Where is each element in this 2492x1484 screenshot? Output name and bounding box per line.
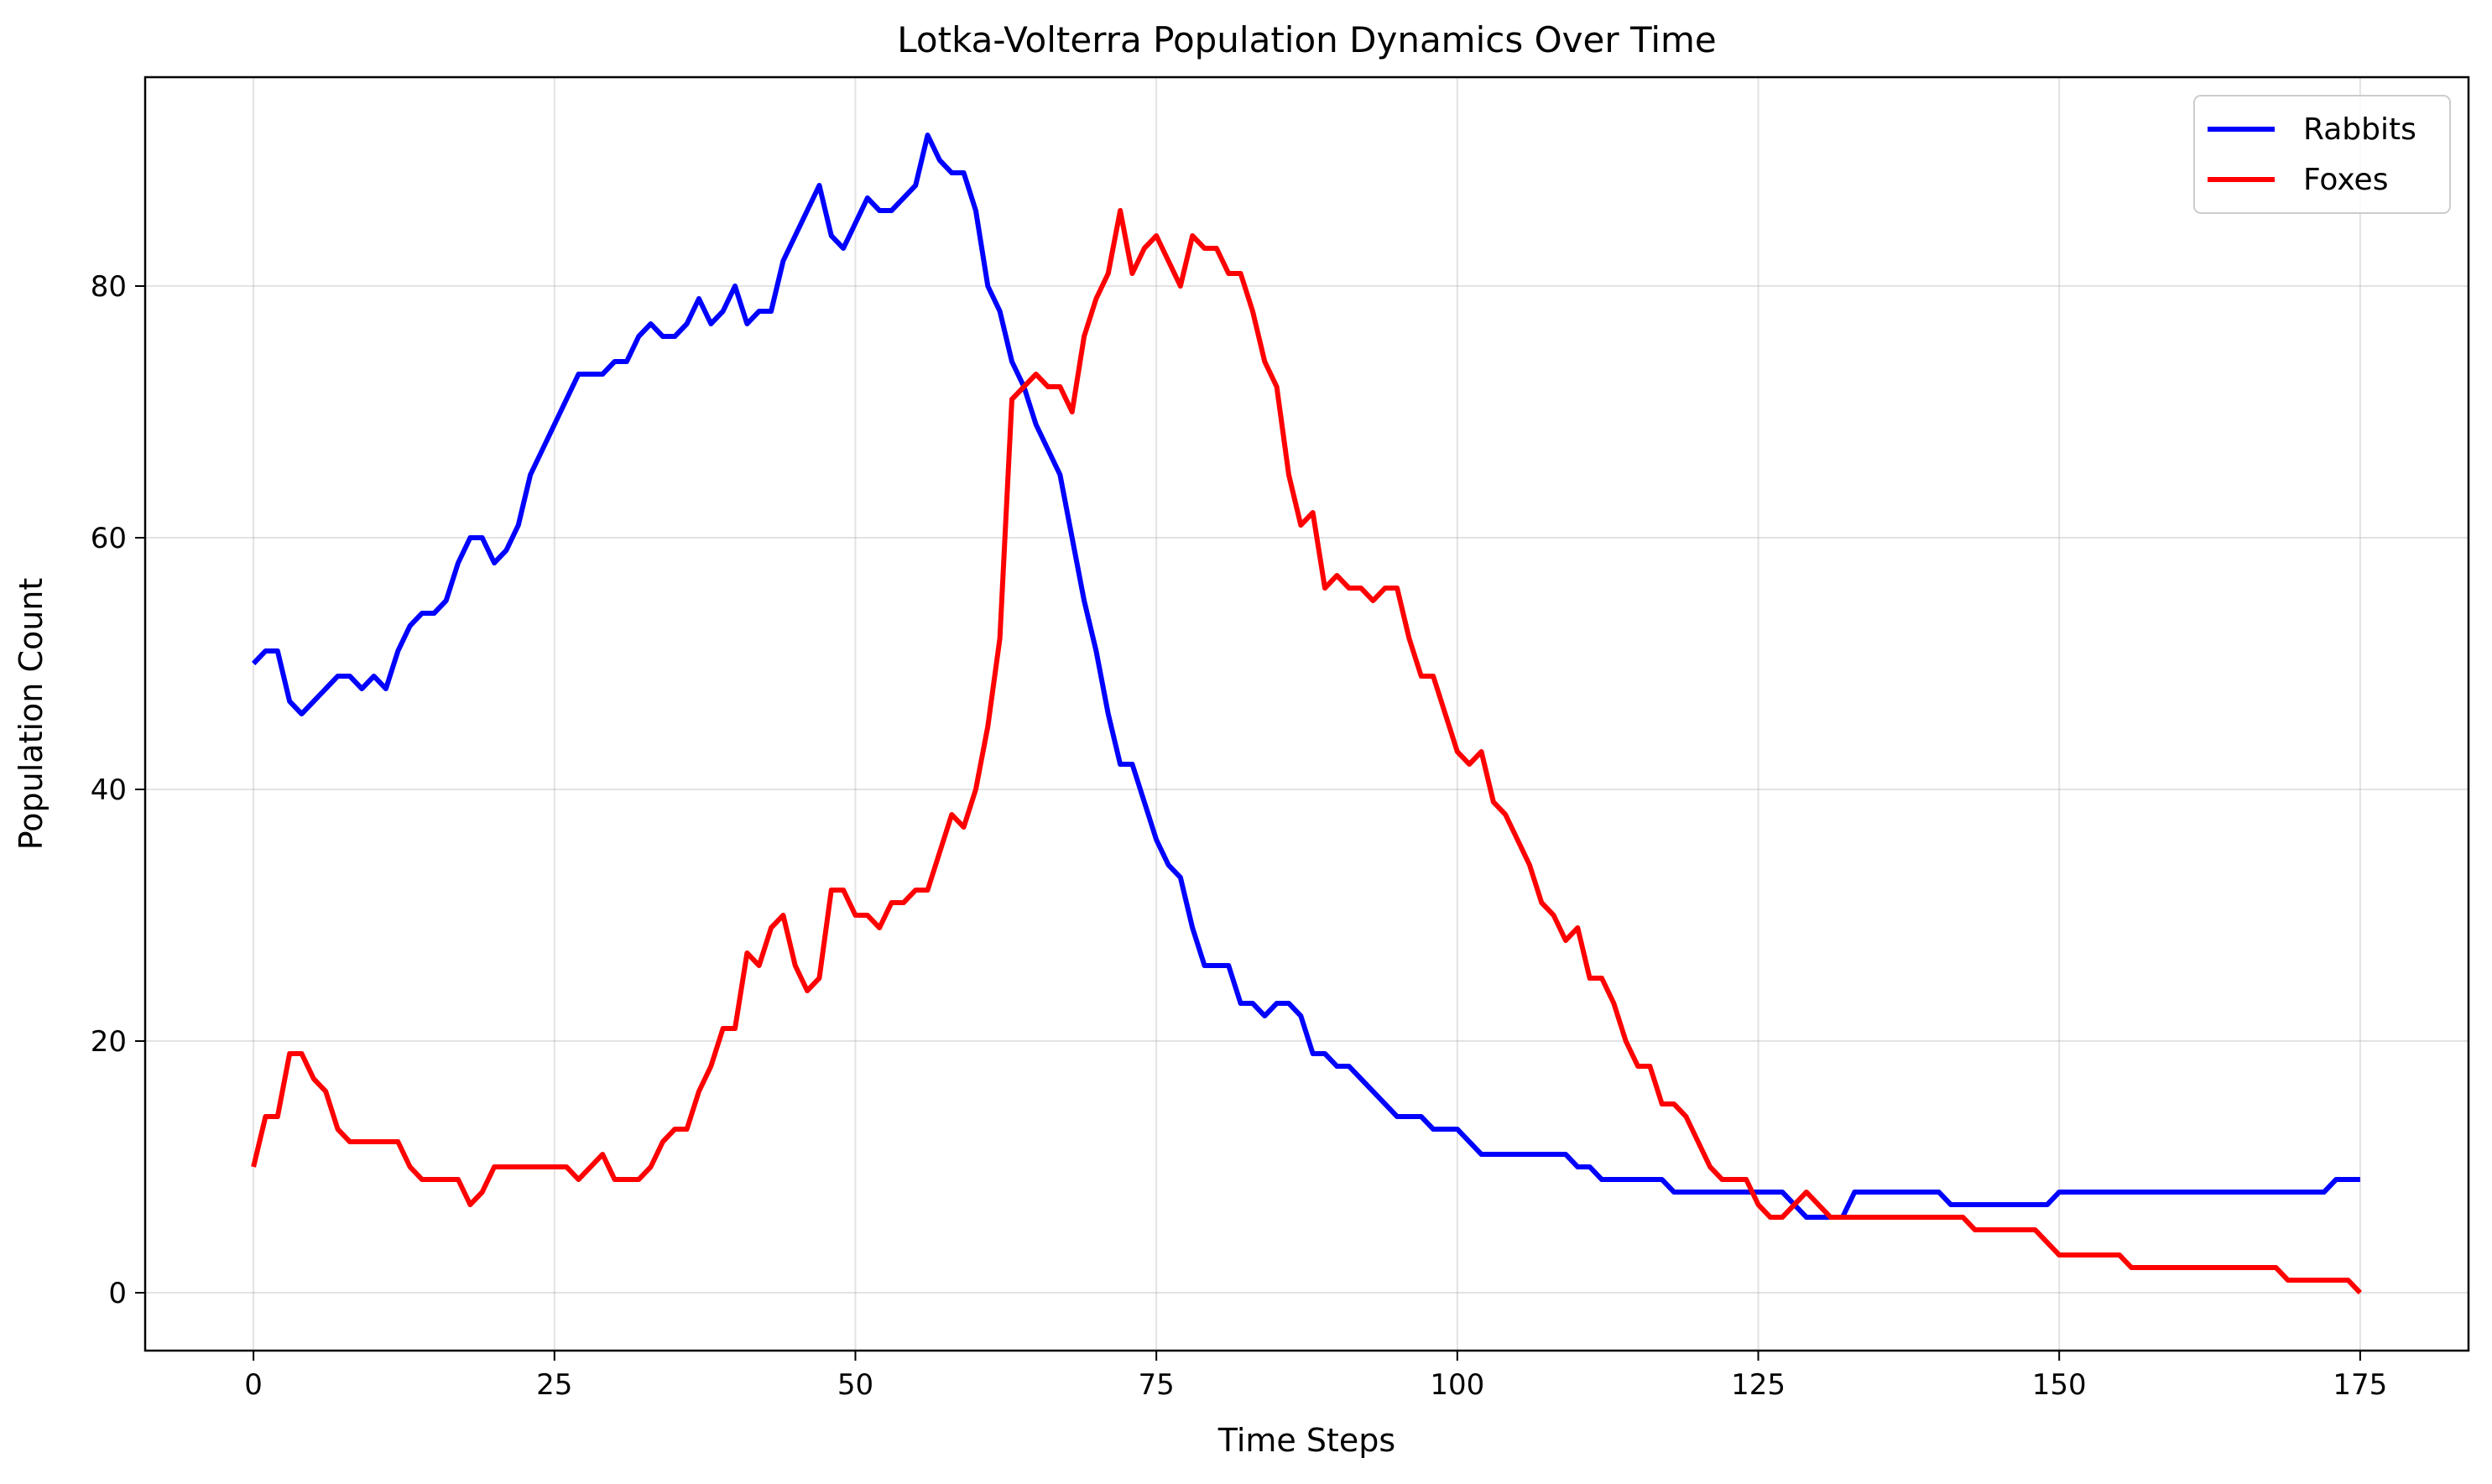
chart-title: Lotka-Volterra Population Dynamics Over … — [897, 19, 1717, 60]
x-tick-label: 175 — [2333, 1368, 2387, 1402]
x-tick-label: 150 — [2032, 1368, 2087, 1402]
y-tick-label: 80 — [91, 270, 127, 304]
y-axis-ticks: 0 20 40 60 80 — [91, 270, 145, 1310]
x-tick-label: 25 — [536, 1368, 572, 1402]
y-tick-label: 60 — [91, 522, 127, 555]
legend-label-rabbits: Rabbits — [2303, 112, 2416, 147]
series-lines — [251, 133, 2363, 1295]
y-axis-label: Population Count — [13, 578, 50, 851]
plot-frame — [143, 76, 2470, 1352]
grid — [145, 77, 2469, 1351]
legend: Rabbits Foxes — [2193, 95, 2451, 214]
x-axis-ticks: 0 25 50 75 100 125 150 175 — [244, 1351, 2387, 1402]
y-tick-label: 0 — [108, 1277, 127, 1310]
x-tick-label: 75 — [1139, 1368, 1175, 1402]
legend-label-foxes: Foxes — [2303, 163, 2388, 197]
series-line-foxes — [251, 208, 2363, 1295]
x-tick-label: 0 — [244, 1368, 263, 1402]
x-tick-label: 125 — [1731, 1368, 1786, 1402]
x-tick-label: 100 — [1430, 1368, 1484, 1402]
legend-box — [2193, 95, 2451, 214]
y-tick-label: 40 — [91, 773, 127, 807]
series-line-rabbits — [251, 133, 2360, 1220]
x-tick-label: 50 — [837, 1368, 873, 1402]
x-axis-label: Time Steps — [1217, 1422, 1395, 1459]
y-tick-label: 20 — [91, 1025, 127, 1059]
